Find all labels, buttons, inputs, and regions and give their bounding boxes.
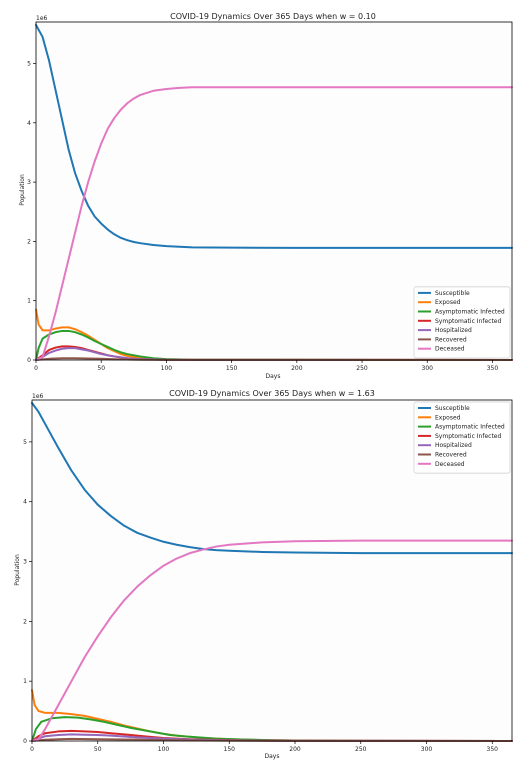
chart-1-y-offset: 1e6 <box>36 15 48 22</box>
x-tick-label: 200 <box>289 746 301 753</box>
series-line-deceased <box>35 86 513 361</box>
y-tick-label: 3 <box>23 559 27 566</box>
legend-label: Asymptomatic Infected <box>435 309 505 316</box>
x-tick-label: 50 <box>94 746 102 753</box>
y-tick-label: 1 <box>27 298 31 305</box>
y-tick-label: 2 <box>27 238 31 245</box>
y-tick-label: 5 <box>23 439 27 446</box>
x-tick-label: 300 <box>421 746 433 753</box>
x-tick-label: 100 <box>161 365 173 372</box>
x-tick-label: 300 <box>422 365 434 372</box>
legend-label: Symptomatic Infected <box>435 433 502 440</box>
x-tick-label: 150 <box>224 746 236 753</box>
x-tick-label: 150 <box>226 365 238 372</box>
y-tick-label: 4 <box>23 499 27 506</box>
x-tick-label: 0 <box>30 746 34 753</box>
x-tick-label: 100 <box>158 746 170 753</box>
legend-label: Exposed <box>435 414 461 421</box>
y-tick-label: 1 <box>23 678 27 685</box>
legend-label: Symptomatic Infected <box>435 318 502 325</box>
x-tick-label: 350 <box>487 365 499 372</box>
y-tick-label: 5 <box>27 61 31 68</box>
axes-frame <box>35 21 513 361</box>
legend-label: Susceptible <box>435 405 470 412</box>
chart-2-title: COVID-19 Dynamics Over 365 Days when w =… <box>169 389 375 398</box>
legend-label: Susceptible <box>435 290 470 297</box>
x-tick-label: 200 <box>291 365 303 372</box>
legend-box <box>413 286 511 359</box>
series-line-hospitalized <box>35 347 513 361</box>
x-tick-label: 50 <box>97 365 105 372</box>
y-tick-label: 0 <box>27 357 31 364</box>
chart-1-x-axis-label: Days <box>266 373 281 380</box>
legend-label: Exposed <box>435 299 461 306</box>
axes-frame <box>31 399 513 742</box>
chart-2-x-axis-label: Days <box>265 753 280 760</box>
y-tick-label: 2 <box>23 618 27 625</box>
y-tick-label: 4 <box>27 120 31 127</box>
y-tick-label: 0 <box>23 738 27 745</box>
chart-2: COVID-19 Dynamics Over 365 Days when w =… <box>14 389 513 760</box>
x-tick-label: 350 <box>487 746 499 753</box>
x-tick-label: 0 <box>34 365 38 372</box>
chart-2-y-offset: 1e6 <box>32 393 44 400</box>
series-line-susceptible <box>31 401 513 555</box>
chart-1-title: COVID-19 Dynamics Over 365 Days when w =… <box>170 12 376 21</box>
legend-label: Recovered <box>435 336 467 343</box>
y-tick-label: 3 <box>27 179 31 186</box>
legend: Susceptible Exposed Asymptomatic Infected S… <box>413 401 511 474</box>
legend-label: Hospitalized <box>435 327 472 334</box>
chart-1-y-axis-label: Population <box>19 174 26 206</box>
legend-box <box>413 401 511 474</box>
legend-label: Deceased <box>435 461 465 468</box>
x-tick-label: 250 <box>356 365 368 372</box>
chart-1: COVID-19 Dynamics Over 365 Days when w =… <box>19 12 513 380</box>
series-line-deceased <box>31 539 513 742</box>
legend: Susceptible Exposed Asymptomatic Infected S… <box>413 286 511 359</box>
chart-2-y-axis-label: Population <box>14 554 21 586</box>
legend-label: Deceased <box>435 346 465 353</box>
legend-label: Asymptomatic Infected <box>435 424 505 431</box>
series-line-susceptible <box>35 23 513 249</box>
series-line-asymptomatic-infected <box>35 329 513 361</box>
legend-label: Recovered <box>435 452 467 459</box>
x-tick-label: 250 <box>355 746 367 753</box>
legend-label: Hospitalized <box>435 442 472 449</box>
